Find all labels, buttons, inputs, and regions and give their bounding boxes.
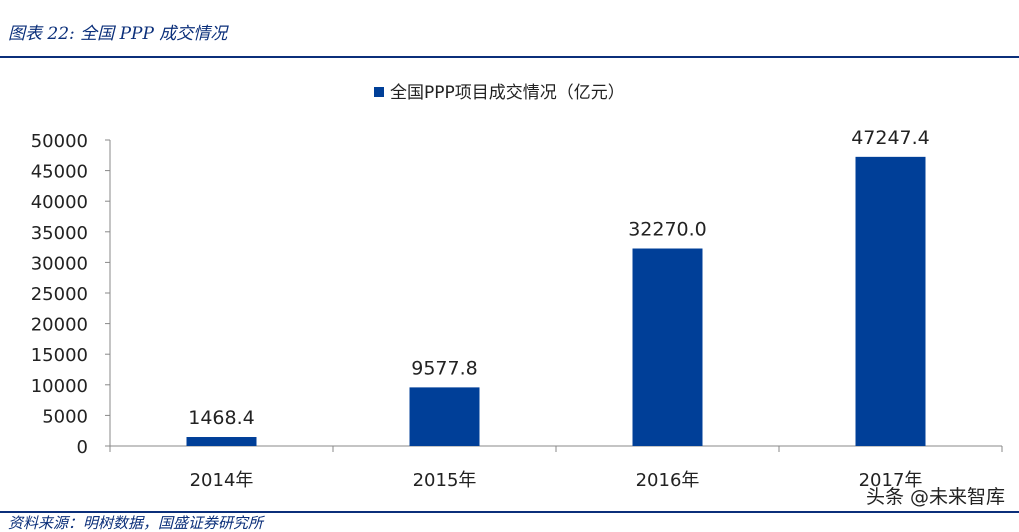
- y-tick-label: 10000: [31, 376, 88, 397]
- bar: [855, 156, 926, 446]
- bar: [632, 248, 703, 446]
- source-note: 资料来源：明树数据，国盛证券研究所: [8, 514, 264, 532]
- bar: [409, 387, 480, 446]
- bottom-rule: [0, 511, 1019, 513]
- data-label: 47247.4: [851, 127, 930, 149]
- data-label: 9577.8: [411, 357, 477, 379]
- figure-title: 图表 22: 全国 PPP 成交情况: [8, 24, 228, 44]
- x-tick-label: 2017年: [859, 470, 923, 491]
- y-tick-label: 35000: [31, 223, 88, 244]
- chart-axes: 0 5000 10000 15000 20000 25000 30000 35000 40000…: [31, 131, 1003, 491]
- data-label: 32270.0: [628, 219, 707, 241]
- chart-data-labels: 1468.4 9577.8 32270.0 47247.4: [188, 127, 930, 429]
- chart-bars: [186, 156, 926, 446]
- legend-swatch: [374, 87, 384, 97]
- y-tick-label: 45000: [31, 162, 88, 183]
- y-tick-label: 5000: [42, 406, 88, 427]
- y-tick-label: 25000: [31, 284, 88, 305]
- watermark: 头条 @未来智库: [865, 486, 1005, 508]
- chart-legend: 全国PPP项目成交情况（亿元）: [374, 83, 625, 103]
- y-tick-label: 30000: [31, 253, 88, 274]
- y-tick-label: 0: [77, 437, 88, 458]
- y-tick-label: 20000: [31, 315, 88, 336]
- x-tick-label: 2014年: [190, 470, 254, 491]
- bar: [186, 437, 257, 446]
- legend-label: 全国PPP项目成交情况（亿元）: [390, 83, 625, 103]
- y-tick-label: 40000: [31, 192, 88, 213]
- top-rule: [0, 56, 1019, 58]
- y-tick-label: 15000: [31, 345, 88, 366]
- y-tick-label: 50000: [31, 131, 88, 152]
- data-label: 1468.4: [188, 407, 254, 429]
- x-tick-label: 2015年: [413, 470, 477, 491]
- x-tick-label: 2016年: [636, 470, 700, 491]
